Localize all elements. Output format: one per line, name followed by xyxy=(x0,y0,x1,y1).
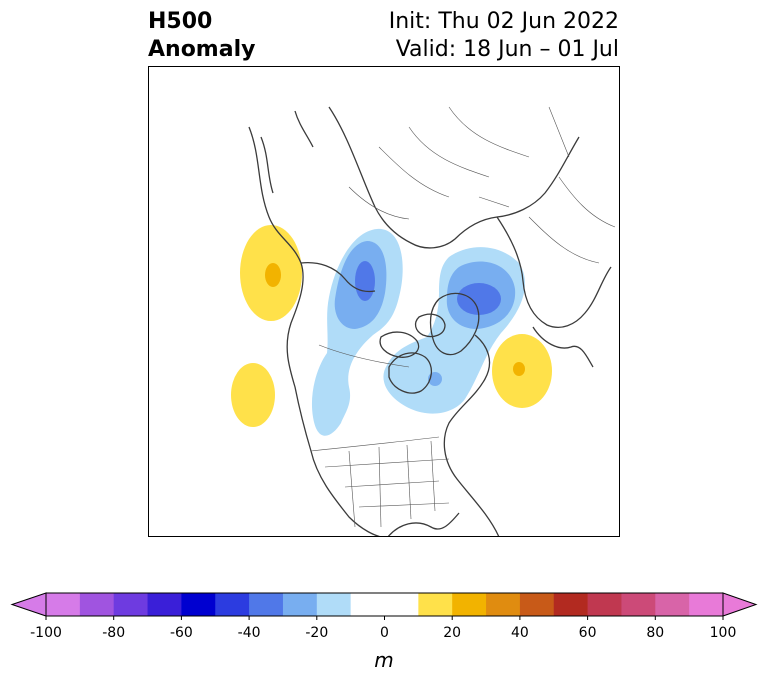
valid-dates: Valid: 18 Jun – 01 Jul xyxy=(395,37,619,62)
colorbar-bin-14 xyxy=(553,593,589,616)
title-line-2: Anomaly xyxy=(148,37,256,62)
borders xyxy=(310,106,616,528)
colorbar-under-arrow xyxy=(10,592,47,617)
title-line-1: H500 xyxy=(148,9,213,34)
colorbar-bin-11 xyxy=(452,593,487,616)
colorbar-tick-label: 20 xyxy=(443,625,462,641)
anomaly-north-atlantic-core xyxy=(513,362,525,376)
anomaly-map xyxy=(231,106,616,536)
colorbar-over-arrow xyxy=(722,592,758,617)
colorbar-bin-1 xyxy=(79,593,115,616)
colorbar-bin-9 xyxy=(350,593,419,616)
colorbar-tick-label: -40 xyxy=(237,625,261,641)
anomaly-east-pacific xyxy=(231,363,275,427)
colorbar-units: m xyxy=(374,648,394,672)
colorbar-bin-6 xyxy=(249,593,284,616)
colorbar xyxy=(10,592,758,620)
map-title: H500 Anomaly xyxy=(148,8,255,64)
colorbar-bin-10 xyxy=(418,593,453,616)
colorbar-tick-label: -20 xyxy=(305,625,329,641)
colorbar-bin-15 xyxy=(587,593,622,616)
colorbar-bin-12 xyxy=(486,593,521,616)
anomaly-gulf-of-alaska-core xyxy=(265,263,281,287)
colorbar-bin-7 xyxy=(282,593,318,616)
colorbar-bin-3 xyxy=(147,593,182,616)
anomaly-barents-core xyxy=(457,283,501,315)
colorbar-bin-0 xyxy=(46,593,81,616)
colorbar-bin-4 xyxy=(181,593,216,616)
colorbar-tick-label: -80 xyxy=(102,625,126,641)
colorbar-tick-label: 40 xyxy=(510,625,529,641)
colorbar-bin-13 xyxy=(519,593,555,616)
init-date: Init: Thu 02 Jun 2022 xyxy=(388,9,619,34)
colorbar-bin-18 xyxy=(689,593,724,616)
colorbar-tick-label: 0 xyxy=(380,625,389,641)
map-panel xyxy=(148,66,620,537)
colorbar-bin-17 xyxy=(655,593,690,616)
anomaly-siberian-arctic-core xyxy=(355,261,375,301)
colorbar-bin-2 xyxy=(113,593,149,616)
anomaly-fills xyxy=(231,225,552,436)
colorbar-bin-8 xyxy=(316,593,352,616)
colorbar-tick-label: -100 xyxy=(30,625,62,641)
colorbar-bin-5 xyxy=(215,593,250,616)
map-subtitle: Init: Thu 02 Jun 2022 Valid: 18 Jun – 01… xyxy=(389,8,619,64)
coastlines xyxy=(248,106,612,536)
colorbar-tick-label: 60 xyxy=(578,625,597,641)
colorbar-tick-label: 100 xyxy=(709,625,737,641)
colorbar-tick-label: -60 xyxy=(169,625,193,641)
colorbar-bin-16 xyxy=(621,593,656,616)
colorbar-tick-label: 80 xyxy=(646,625,665,641)
